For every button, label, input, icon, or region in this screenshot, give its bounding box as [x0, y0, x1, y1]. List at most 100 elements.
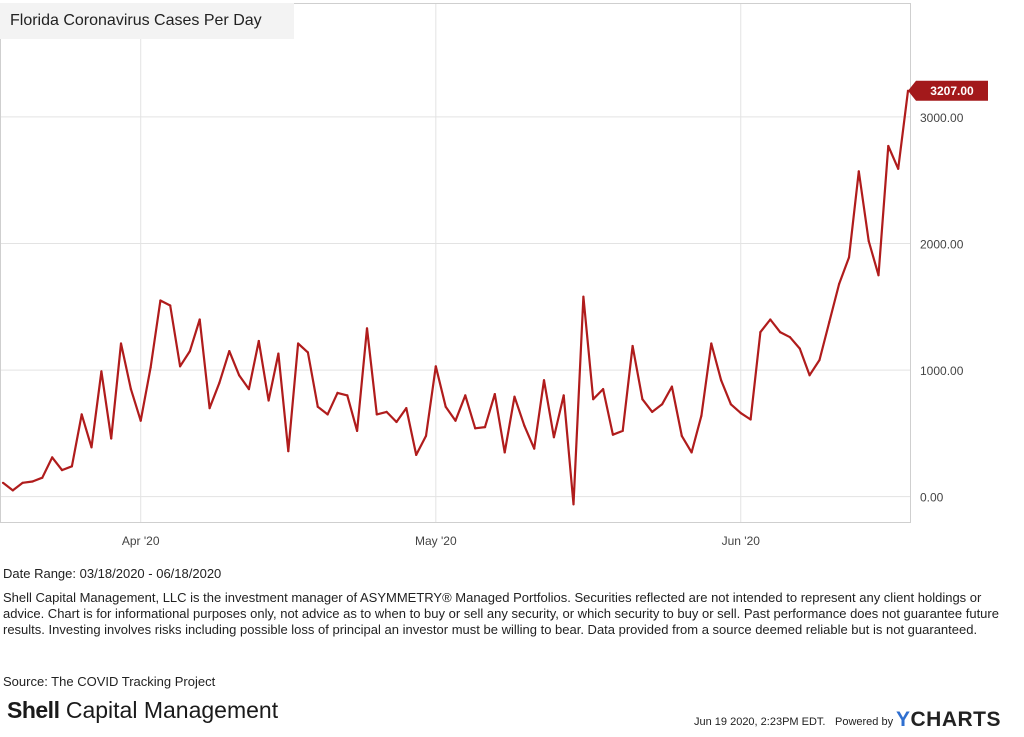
data-point: [759, 331, 762, 334]
data-point: [424, 434, 428, 437]
chart-title: Florida Coronavirus Cases Per Day: [10, 12, 262, 29]
data-point: [356, 429, 359, 432]
ycharts-logo-y: Y: [896, 708, 911, 731]
data-point: [228, 350, 231, 353]
x-tick-label: Apr '20: [122, 534, 160, 548]
data-point: [552, 436, 556, 439]
data-point: [31, 480, 34, 483]
data-point: [110, 437, 113, 440]
data-point: [11, 489, 14, 492]
data-point: [346, 394, 349, 397]
data-point: [729, 403, 733, 406]
data-point: [208, 407, 211, 410]
data-point: [503, 451, 506, 454]
data-point: [277, 352, 280, 355]
ycharts-logo[interactable]: YCHARTS: [896, 708, 1001, 732]
data-point: [592, 398, 595, 401]
data-point: [562, 394, 565, 397]
powered-by-label: Powered by: [835, 716, 894, 728]
data-point: [582, 295, 585, 298]
data-point: [483, 426, 487, 429]
data-point: [139, 419, 142, 422]
data-point: [365, 327, 369, 330]
source-note: Source: The COVID Tracking Project: [3, 674, 216, 689]
series-line: [2, 90, 910, 506]
data-point: [572, 503, 575, 506]
last-value-flag: 3207.00: [908, 80, 988, 101]
data-point: [769, 318, 772, 321]
data-point: [513, 395, 516, 398]
data-point: [474, 427, 477, 430]
data-point: [51, 456, 54, 459]
data-point: [533, 447, 536, 450]
data-point: [287, 450, 290, 453]
data-point: [415, 453, 418, 456]
data-point: [198, 318, 201, 321]
disclaimer: Shell Capital Management, LLC is the inv…: [3, 590, 999, 637]
data-point: [60, 469, 64, 472]
data-point: [444, 405, 447, 408]
data-point: [838, 282, 841, 286]
data-point: [434, 365, 437, 368]
data-point: [464, 394, 467, 397]
data-point: [710, 342, 713, 345]
data-point: [602, 388, 605, 391]
data-point: [631, 344, 634, 348]
data-point: [651, 410, 654, 413]
data-point: [395, 420, 398, 424]
data-point: [680, 434, 683, 437]
y-axis: 0.00 1000.00 2000.00 3000.00: [920, 111, 964, 505]
data-point: [169, 304, 172, 307]
data-point: [523, 424, 526, 427]
x-tick-label: May '20: [415, 534, 457, 548]
data-point: [542, 379, 546, 382]
data-point: [867, 239, 870, 243]
data-point: [149, 366, 152, 369]
y-tick-label: 3000.00: [920, 111, 964, 125]
data-point: [720, 379, 723, 382]
y-tick-label: 0.00: [920, 491, 944, 505]
data-point: [90, 446, 93, 449]
data-point: [798, 347, 801, 350]
data-point: [739, 412, 742, 415]
data-point: [326, 413, 329, 416]
data-point: [690, 451, 693, 454]
data-point: [454, 419, 457, 422]
chart-title-box: Florida Coronavirus Cases Per Day: [0, 3, 294, 39]
data-point: [297, 342, 300, 345]
y-tick-label: 2000.00: [920, 238, 964, 252]
data-point: [257, 339, 260, 343]
data-point: [1, 481, 5, 484]
shell-capital-logo: Shell Capital Management: [7, 697, 278, 724]
date-range: Date Range: 03/18/2020 - 06/18/2020: [3, 566, 222, 581]
data-point: [847, 256, 851, 259]
data-point: [267, 399, 270, 402]
data-point: [670, 385, 674, 388]
ycharts-logo-text: CHARTS: [910, 708, 1002, 731]
data-point: [100, 370, 103, 373]
data-point: [700, 414, 703, 417]
last-value-label: 3207.00: [930, 84, 974, 98]
last-value-flag-shape: [908, 80, 988, 101]
data-point: [218, 381, 221, 384]
plot-frame: [0, 3, 911, 523]
data-point: [80, 413, 83, 416]
data-point: [641, 398, 644, 401]
data-point: [238, 374, 241, 377]
data-point: [897, 167, 900, 170]
data-point: [375, 413, 378, 416]
data-point: [247, 388, 250, 391]
data-point: [306, 351, 309, 354]
data-point: [887, 144, 890, 148]
data-point: [41, 476, 44, 479]
data-point: [857, 170, 860, 173]
data-point: [336, 391, 339, 394]
data-point: [493, 393, 496, 396]
data-point: [188, 350, 191, 353]
data-point: [788, 336, 792, 339]
timestamp: Jun 19 2020, 2:23PM EDT.: [694, 716, 826, 728]
data-points: [1, 89, 910, 506]
data-point: [405, 407, 408, 410]
x-tick-label: Jun '20: [722, 534, 761, 548]
data-point: [70, 465, 73, 468]
